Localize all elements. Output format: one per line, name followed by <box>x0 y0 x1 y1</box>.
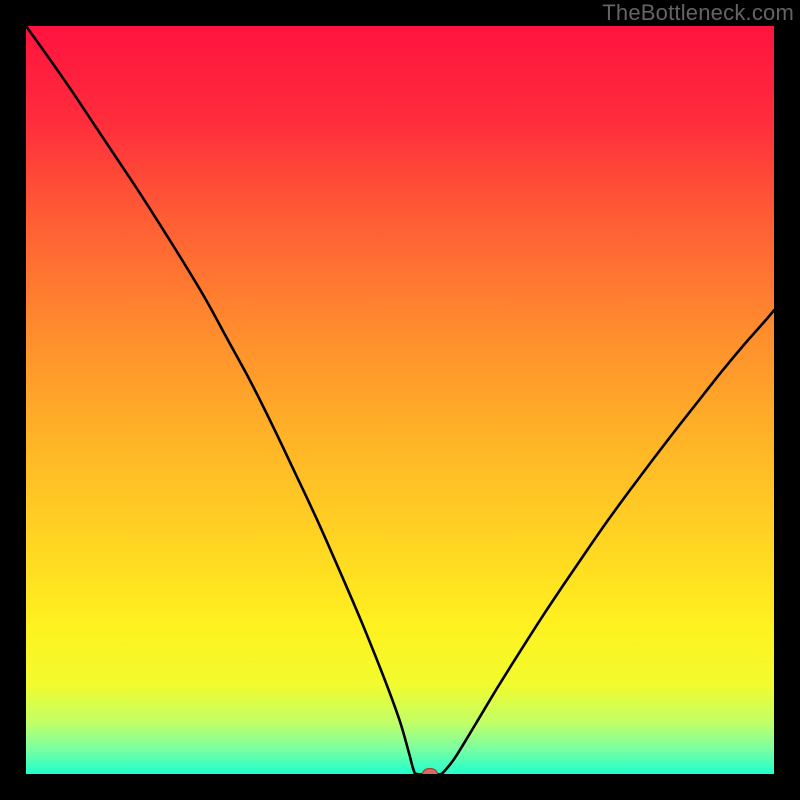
bottleneck-curve-chart <box>26 26 774 774</box>
watermark-text: TheBottleneck.com <box>602 0 794 26</box>
chart-frame: TheBottleneck.com <box>0 0 800 800</box>
gradient-background <box>26 26 774 774</box>
